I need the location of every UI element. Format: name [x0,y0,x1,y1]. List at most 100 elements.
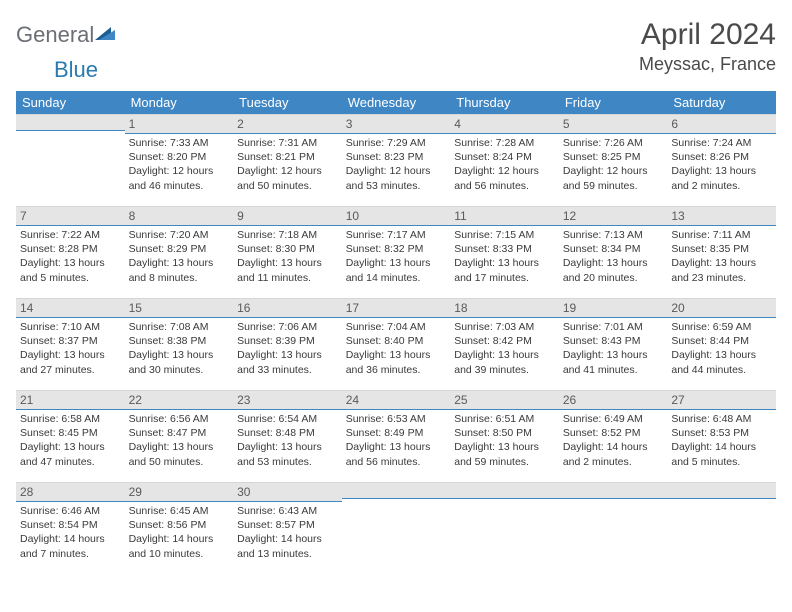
weekday-header: Sunday [16,91,125,114]
weekday-header-row: Sunday Monday Tuesday Wednesday Thursday… [16,91,776,114]
calendar-day-cell: 16Sunrise: 7:06 AMSunset: 8:39 PMDayligh… [233,298,342,390]
calendar-day-cell: 19Sunrise: 7:01 AMSunset: 8:43 PMDayligh… [559,298,668,390]
day-details: Sunrise: 7:20 AMSunset: 8:29 PMDaylight:… [125,226,234,289]
calendar-day-cell: 15Sunrise: 7:08 AMSunset: 8:38 PMDayligh… [125,298,234,390]
calendar-day-cell: 13Sunrise: 7:11 AMSunset: 8:35 PMDayligh… [667,206,776,298]
calendar-day-cell: 18Sunrise: 7:03 AMSunset: 8:42 PMDayligh… [450,298,559,390]
calendar-day-cell: 20Sunrise: 6:59 AMSunset: 8:44 PMDayligh… [667,298,776,390]
day-number: 21 [16,390,125,410]
calendar-day-cell: 23Sunrise: 6:54 AMSunset: 8:48 PMDayligh… [233,390,342,482]
day-details: Sunrise: 6:43 AMSunset: 8:57 PMDaylight:… [233,502,342,565]
calendar-day-cell: 3Sunrise: 7:29 AMSunset: 8:23 PMDaylight… [342,114,451,206]
day-details: Sunrise: 7:24 AMSunset: 8:26 PMDaylight:… [667,134,776,197]
calendar-day-cell: 28Sunrise: 6:46 AMSunset: 8:54 PMDayligh… [16,482,125,574]
day-number: 28 [16,482,125,502]
calendar-day-cell [342,482,451,574]
day-details: Sunrise: 6:48 AMSunset: 8:53 PMDaylight:… [667,410,776,473]
day-number: 22 [125,390,234,410]
calendar-day-cell: 1Sunrise: 7:33 AMSunset: 8:20 PMDaylight… [125,114,234,206]
day-details: Sunrise: 6:45 AMSunset: 8:56 PMDaylight:… [125,502,234,565]
day-number: 7 [16,206,125,226]
calendar-day-cell: 8Sunrise: 7:20 AMSunset: 8:29 PMDaylight… [125,206,234,298]
day-details: Sunrise: 7:26 AMSunset: 8:25 PMDaylight:… [559,134,668,197]
weekday-header: Thursday [450,91,559,114]
day-details: Sunrise: 7:08 AMSunset: 8:38 PMDaylight:… [125,318,234,381]
calendar-day-cell: 17Sunrise: 7:04 AMSunset: 8:40 PMDayligh… [342,298,451,390]
weekday-header: Monday [125,91,234,114]
day-details: Sunrise: 7:22 AMSunset: 8:28 PMDaylight:… [16,226,125,289]
day-number: 6 [667,114,776,134]
empty-day-band [342,482,451,499]
weekday-header: Saturday [667,91,776,114]
day-details: Sunrise: 7:03 AMSunset: 8:42 PMDaylight:… [450,318,559,381]
calendar-day-cell [667,482,776,574]
day-details: Sunrise: 7:31 AMSunset: 8:21 PMDaylight:… [233,134,342,197]
title-block: April 2024 Meyssac, France [639,18,776,75]
calendar-table: Sunday Monday Tuesday Wednesday Thursday… [16,91,776,574]
calendar-week-row: 21Sunrise: 6:58 AMSunset: 8:45 PMDayligh… [16,390,776,482]
day-number: 4 [450,114,559,134]
day-number: 20 [667,298,776,318]
calendar-week-row: 14Sunrise: 7:10 AMSunset: 8:37 PMDayligh… [16,298,776,390]
day-number: 5 [559,114,668,134]
day-number: 13 [667,206,776,226]
day-details: Sunrise: 7:15 AMSunset: 8:33 PMDaylight:… [450,226,559,289]
brand-triangle-icon [95,24,117,47]
day-details: Sunrise: 7:33 AMSunset: 8:20 PMDaylight:… [125,134,234,197]
calendar-day-cell [450,482,559,574]
day-number: 29 [125,482,234,502]
day-number: 10 [342,206,451,226]
day-number: 16 [233,298,342,318]
calendar-day-cell: 30Sunrise: 6:43 AMSunset: 8:57 PMDayligh… [233,482,342,574]
empty-day-band [16,114,125,131]
day-details: Sunrise: 7:04 AMSunset: 8:40 PMDaylight:… [342,318,451,381]
calendar-day-cell: 7Sunrise: 7:22 AMSunset: 8:28 PMDaylight… [16,206,125,298]
calendar-day-cell: 10Sunrise: 7:17 AMSunset: 8:32 PMDayligh… [342,206,451,298]
day-details: Sunrise: 6:59 AMSunset: 8:44 PMDaylight:… [667,318,776,381]
day-number: 23 [233,390,342,410]
day-number: 9 [233,206,342,226]
day-details: Sunrise: 7:06 AMSunset: 8:39 PMDaylight:… [233,318,342,381]
calendar-day-cell: 22Sunrise: 6:56 AMSunset: 8:47 PMDayligh… [125,390,234,482]
calendar-day-cell: 25Sunrise: 6:51 AMSunset: 8:50 PMDayligh… [450,390,559,482]
day-number: 1 [125,114,234,134]
day-number: 17 [342,298,451,318]
day-details: Sunrise: 6:54 AMSunset: 8:48 PMDaylight:… [233,410,342,473]
calendar-day-cell: 5Sunrise: 7:26 AMSunset: 8:25 PMDaylight… [559,114,668,206]
calendar-day-cell: 26Sunrise: 6:49 AMSunset: 8:52 PMDayligh… [559,390,668,482]
empty-day-band [450,482,559,499]
day-number: 19 [559,298,668,318]
day-details: Sunrise: 6:46 AMSunset: 8:54 PMDaylight:… [16,502,125,565]
calendar-week-row: 7Sunrise: 7:22 AMSunset: 8:28 PMDaylight… [16,206,776,298]
day-details: Sunrise: 7:10 AMSunset: 8:37 PMDaylight:… [16,318,125,381]
day-number: 12 [559,206,668,226]
day-number: 8 [125,206,234,226]
empty-day-band [559,482,668,499]
calendar-day-cell: 24Sunrise: 6:53 AMSunset: 8:49 PMDayligh… [342,390,451,482]
brand-part2: Blue [54,57,98,82]
calendar-day-cell: 9Sunrise: 7:18 AMSunset: 8:30 PMDaylight… [233,206,342,298]
day-details: Sunrise: 6:53 AMSunset: 8:49 PMDaylight:… [342,410,451,473]
day-details: Sunrise: 7:01 AMSunset: 8:43 PMDaylight:… [559,318,668,381]
calendar-day-cell: 11Sunrise: 7:15 AMSunset: 8:33 PMDayligh… [450,206,559,298]
empty-day-band [667,482,776,499]
calendar-week-row: 28Sunrise: 6:46 AMSunset: 8:54 PMDayligh… [16,482,776,574]
calendar-week-row: 1Sunrise: 7:33 AMSunset: 8:20 PMDaylight… [16,114,776,206]
day-number: 18 [450,298,559,318]
day-details: Sunrise: 6:58 AMSunset: 8:45 PMDaylight:… [16,410,125,473]
day-details: Sunrise: 7:11 AMSunset: 8:35 PMDaylight:… [667,226,776,289]
day-details: Sunrise: 7:28 AMSunset: 8:24 PMDaylight:… [450,134,559,197]
day-number: 14 [16,298,125,318]
day-details: Sunrise: 7:13 AMSunset: 8:34 PMDaylight:… [559,226,668,289]
calendar-day-cell: 12Sunrise: 7:13 AMSunset: 8:34 PMDayligh… [559,206,668,298]
day-number: 25 [450,390,559,410]
month-title: April 2024 [639,18,776,52]
calendar-day-cell: 14Sunrise: 7:10 AMSunset: 8:37 PMDayligh… [16,298,125,390]
calendar-day-cell [559,482,668,574]
day-details: Sunrise: 7:17 AMSunset: 8:32 PMDaylight:… [342,226,451,289]
day-number: 30 [233,482,342,502]
calendar-day-cell: 21Sunrise: 6:58 AMSunset: 8:45 PMDayligh… [16,390,125,482]
day-details: Sunrise: 6:51 AMSunset: 8:50 PMDaylight:… [450,410,559,473]
weekday-header: Tuesday [233,91,342,114]
day-number: 11 [450,206,559,226]
